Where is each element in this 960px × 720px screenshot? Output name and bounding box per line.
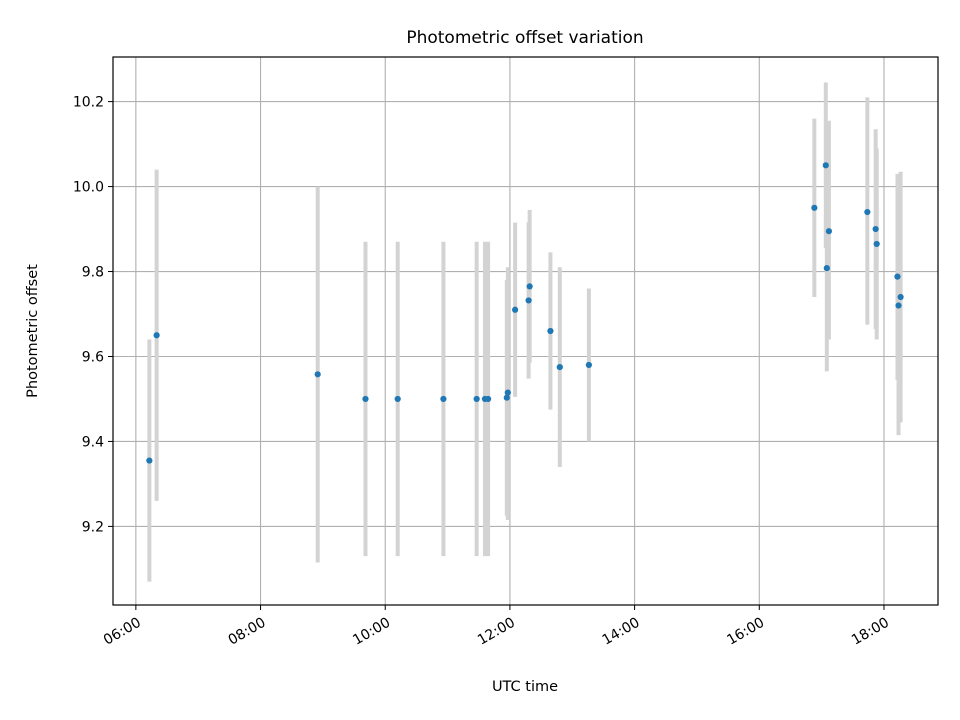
data-point (484, 395, 492, 403)
data-point (894, 273, 901, 280)
data-point (394, 395, 401, 403)
data-point (822, 162, 829, 169)
data-point (473, 395, 480, 403)
data-point (146, 457, 153, 464)
x-tick-label: 08:00 (226, 615, 269, 649)
y-tick-label: 9.8 (82, 265, 104, 281)
data-point (864, 208, 871, 216)
data-point (825, 228, 833, 235)
x-axis-ticks: 06:00 08:00 10:00 12:00 14:00 16:00 18:00 (101, 605, 892, 649)
data-point (897, 293, 904, 301)
x-tick-label: 16:00 (724, 615, 767, 649)
data-point (503, 394, 510, 401)
errorbars (147, 82, 903, 582)
y-tick-label: 9.4 (82, 434, 104, 450)
x-tick-label: 14:00 (600, 615, 643, 649)
data-point (525, 297, 532, 304)
y-axis-ticks: 9.2 9.4 9.6 9.8 10.0 10.2 (73, 95, 113, 535)
data-point (873, 240, 880, 248)
data-point (153, 332, 160, 339)
y-axis-title: Photometric offset (25, 264, 41, 398)
y-tick-label: 10.0 (73, 180, 104, 196)
data-point (547, 327, 554, 335)
x-tick-label: 10:00 (350, 615, 393, 649)
y-tick-label: 9.6 (82, 349, 104, 365)
data-point (512, 306, 519, 313)
data-point (811, 204, 818, 211)
chart-title: Photometric offset variation (406, 28, 643, 48)
data-point (314, 371, 321, 378)
data-point (556, 364, 563, 371)
data-point (895, 302, 902, 309)
y-tick-label: 10.2 (73, 95, 104, 111)
data-point (585, 361, 592, 369)
data-points (146, 162, 904, 464)
data-point (526, 283, 533, 290)
data-point (504, 389, 511, 396)
data-point (823, 265, 830, 272)
data-point (440, 395, 447, 403)
data-point (872, 225, 879, 233)
x-axis-title: UTC time (492, 679, 558, 695)
data-point (362, 395, 369, 403)
grid (113, 57, 938, 605)
x-tick-label: 18:00 (849, 615, 892, 649)
y-tick-label: 9.2 (82, 519, 104, 535)
x-tick-label: 12:00 (475, 615, 518, 649)
x-tick-label: 06:00 (101, 615, 144, 649)
plot-frame (112, 56, 939, 606)
